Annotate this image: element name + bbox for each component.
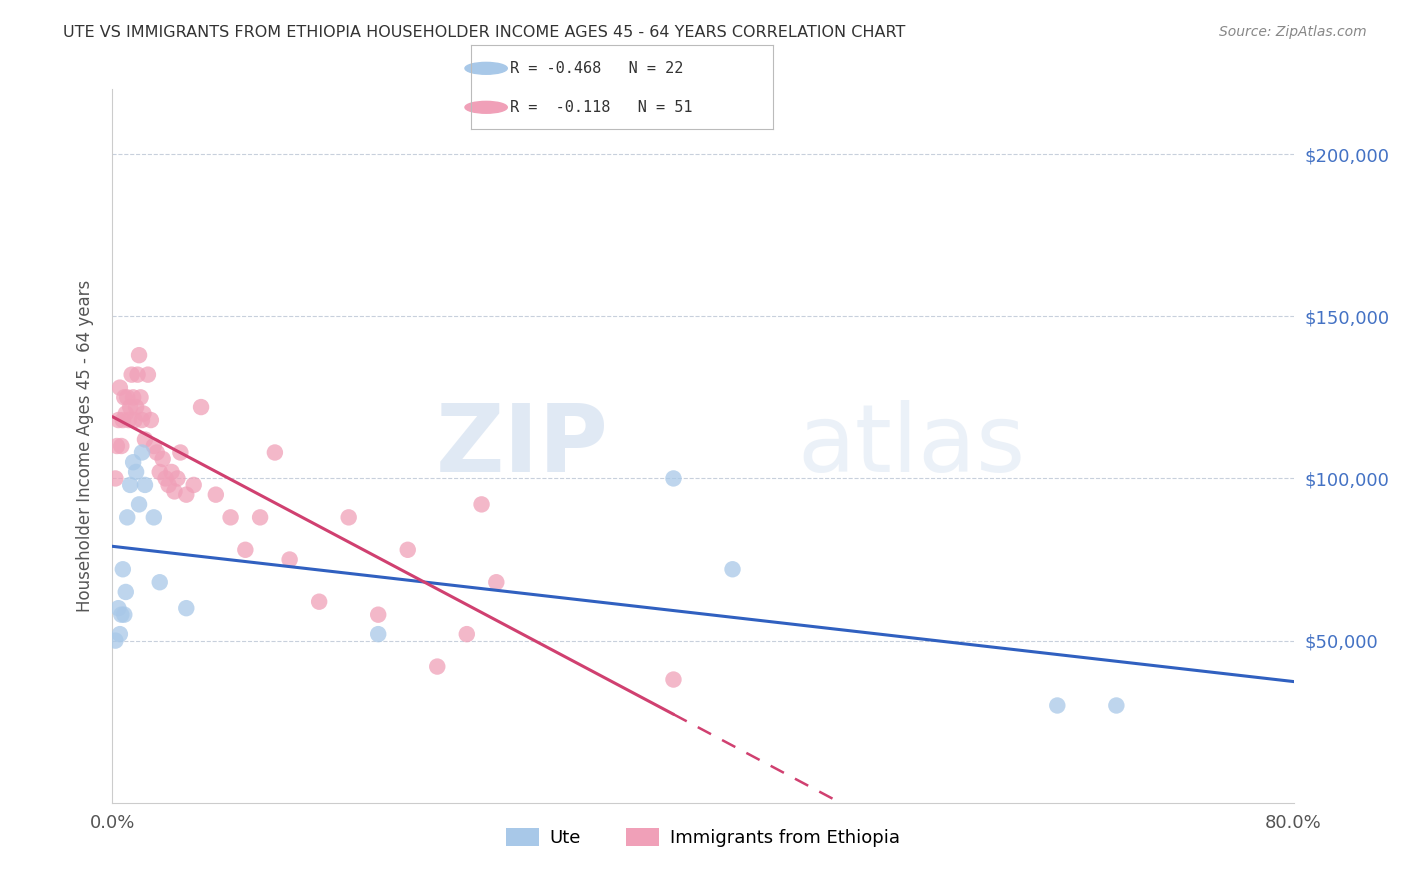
Point: [249, 510, 271, 524]
Point: [132, 407, 155, 421]
Point: [1046, 698, 1069, 713]
Point: [112, 390, 135, 404]
Point: [127, 368, 149, 382]
Point: [174, 488, 197, 502]
Text: UTE VS IMMIGRANTS FROM ETHIOPIA HOUSEHOLDER INCOME AGES 45 - 64 YEARS CORRELATIO: UTE VS IMMIGRANTS FROM ETHIOPIA HOUSEHOL…: [63, 25, 905, 40]
Point: [155, 471, 177, 485]
Point: [122, 455, 145, 469]
Point: [139, 413, 162, 427]
Point: [149, 575, 172, 590]
Point: [219, 510, 242, 524]
Point: [120, 478, 142, 492]
Point: [108, 627, 131, 641]
Point: [1105, 698, 1128, 713]
Point: [183, 478, 205, 492]
Point: [662, 673, 685, 687]
Point: [110, 439, 132, 453]
Point: [131, 413, 153, 427]
Point: [117, 390, 138, 404]
Point: [134, 478, 156, 492]
Point: [125, 400, 148, 414]
Circle shape: [465, 62, 508, 74]
Point: [122, 390, 145, 404]
Point: [129, 390, 152, 404]
Point: [233, 542, 256, 557]
Point: [125, 465, 148, 479]
Point: [166, 471, 188, 485]
Point: [104, 471, 127, 485]
Point: [264, 445, 287, 459]
Point: [205, 488, 228, 502]
Circle shape: [465, 102, 508, 113]
Point: [174, 601, 197, 615]
Text: atlas: atlas: [797, 400, 1026, 492]
Point: [120, 400, 142, 414]
Legend: Ute, Immigrants from Ethiopia: Ute, Immigrants from Ethiopia: [506, 828, 900, 847]
Point: [117, 510, 138, 524]
Point: [278, 552, 301, 566]
Point: [662, 471, 685, 485]
Point: [114, 585, 136, 599]
Point: [107, 413, 129, 427]
Point: [426, 659, 449, 673]
Point: [128, 497, 150, 511]
Point: [190, 400, 212, 414]
Text: R = -0.468   N = 22: R = -0.468 N = 22: [510, 61, 683, 76]
Point: [142, 439, 165, 453]
Point: [157, 478, 180, 492]
Point: [104, 633, 127, 648]
Point: [308, 595, 330, 609]
Point: [337, 510, 360, 524]
Point: [110, 607, 132, 622]
Point: [118, 413, 141, 427]
Point: [105, 439, 128, 453]
Point: [124, 413, 146, 427]
Point: [163, 484, 186, 499]
Point: [149, 465, 172, 479]
Point: [111, 562, 134, 576]
Point: [169, 445, 191, 459]
Point: [131, 445, 153, 459]
Point: [146, 445, 169, 459]
Point: [396, 542, 419, 557]
Point: [134, 433, 156, 447]
Text: Source: ZipAtlas.com: Source: ZipAtlas.com: [1219, 25, 1367, 39]
Point: [107, 601, 129, 615]
Point: [721, 562, 744, 576]
Point: [367, 607, 389, 622]
Text: R =  -0.118   N = 51: R = -0.118 N = 51: [510, 100, 693, 115]
Point: [136, 368, 159, 382]
Point: [456, 627, 478, 641]
Y-axis label: Householder Income Ages 45 - 64 years: Householder Income Ages 45 - 64 years: [76, 280, 94, 612]
Text: ZIP: ZIP: [436, 400, 609, 492]
Point: [470, 497, 494, 511]
Point: [112, 607, 135, 622]
Point: [128, 348, 150, 362]
Point: [160, 465, 183, 479]
Point: [367, 627, 389, 641]
Point: [114, 407, 136, 421]
Point: [152, 452, 174, 467]
Point: [111, 413, 134, 427]
Point: [142, 510, 165, 524]
Point: [108, 381, 131, 395]
Point: [485, 575, 508, 590]
Point: [121, 368, 143, 382]
